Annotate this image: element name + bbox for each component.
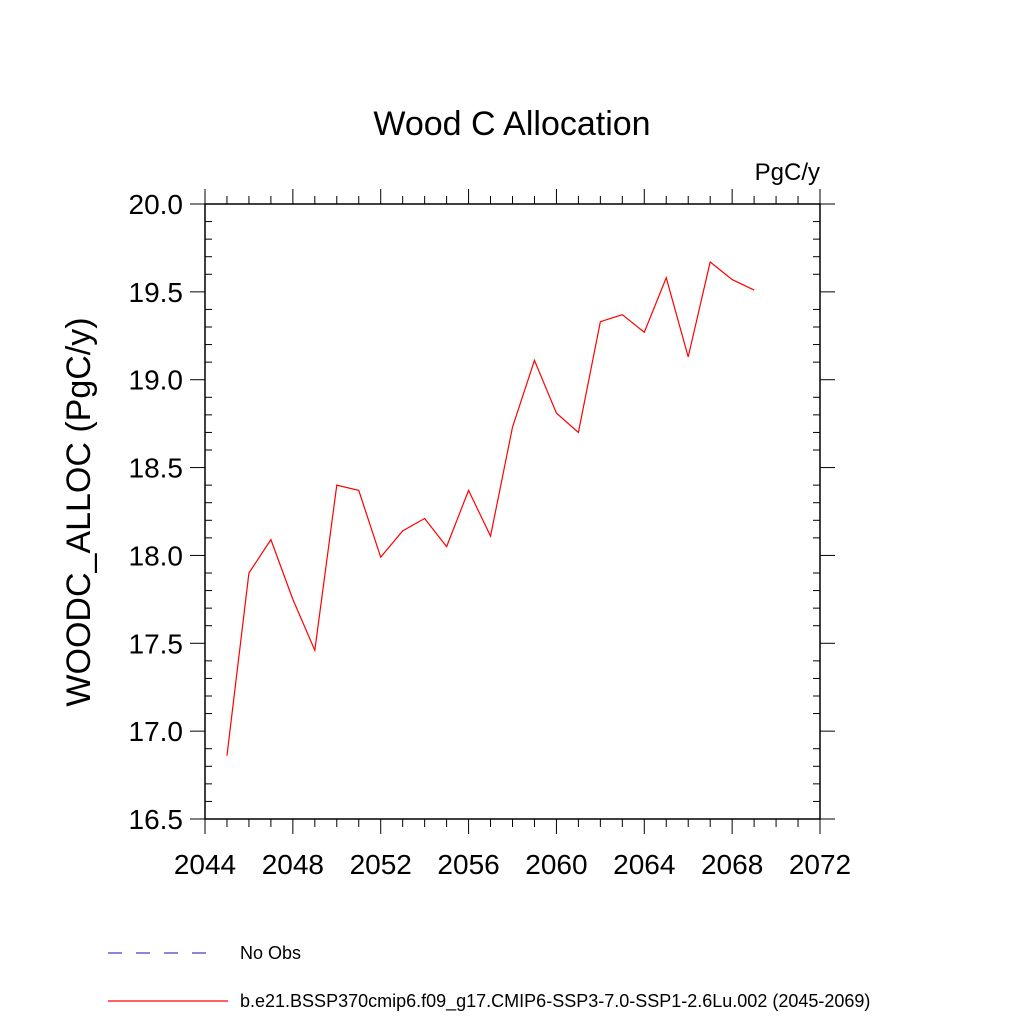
y-tick-label: 17.0 [129, 716, 184, 747]
y-tick-label: 18.0 [129, 540, 184, 571]
y-tick-label: 20.0 [129, 189, 184, 220]
x-tick-label: 2052 [350, 849, 412, 880]
legend-label-no-obs: No Obs [240, 943, 301, 963]
x-tick-label: 2044 [174, 849, 236, 880]
plot-frame [204, 203, 821, 820]
chart-title: Wood C Allocation [373, 105, 650, 143]
axis-ticks [190, 189, 835, 834]
y-tick-label: 19.5 [129, 277, 184, 308]
x-tick-label: 2048 [262, 849, 324, 880]
series-line [226, 260, 755, 756]
x-tick-label: 2060 [525, 849, 587, 880]
y-tick-label: 17.5 [129, 628, 184, 659]
x-tick-label: 2056 [437, 849, 499, 880]
x-tick-label: 2072 [789, 849, 851, 880]
series [226, 260, 755, 756]
x-tick-label: 2068 [701, 849, 763, 880]
units-label: PgC/y [755, 159, 820, 186]
y-tick-label: 16.5 [129, 804, 184, 835]
x-tick-label: 2064 [613, 849, 675, 880]
legend: No Obs b.e21.BSSP370cmip6.f09_g17.CMIP6-… [108, 943, 870, 1012]
y-tick-label: 19.0 [129, 365, 184, 396]
y-tick-label: 18.5 [129, 453, 184, 484]
legend-label-model: b.e21.BSSP370cmip6.f09_g17.CMIP6-SSP3-7.… [240, 991, 870, 1012]
tick-labels: 2044 2048 2052 2056 2060 2064 2068 2072 16.5 17.0… [129, 189, 852, 880]
y-axis-label: WOODC_ALLOC (PgC/y) [60, 317, 98, 706]
